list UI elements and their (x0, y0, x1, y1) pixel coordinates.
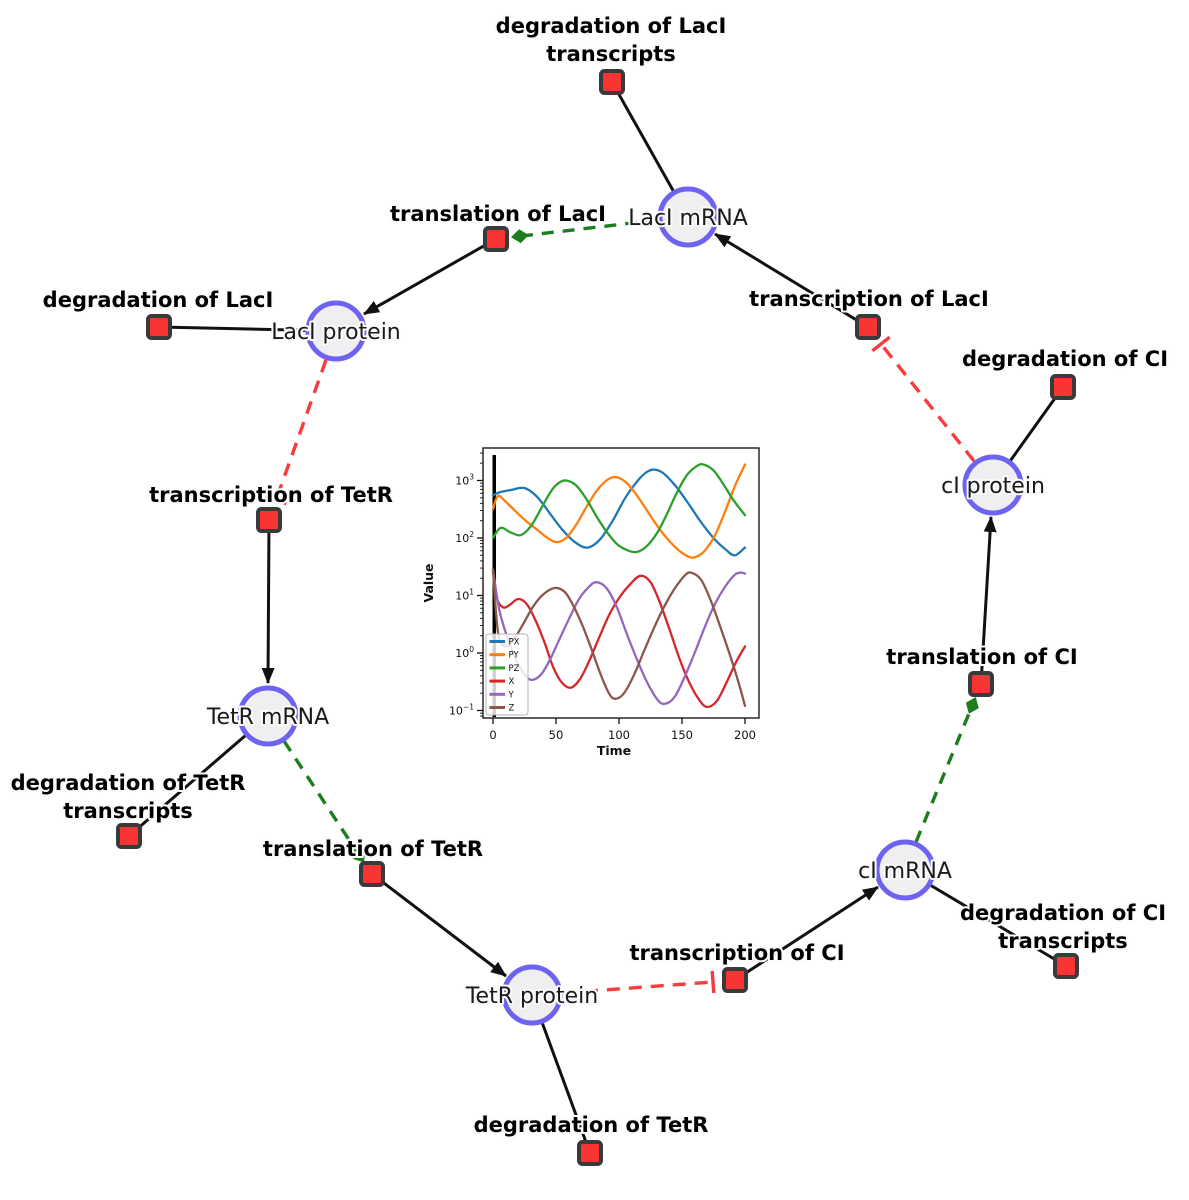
reaction-node-degradation-of-ci-transcripts (1053, 953, 1079, 979)
species-label-laci-mrna: LacI mRNA (628, 206, 748, 231)
consumption-edge (904, 868, 1067, 968)
reaction-node-degradation-of-ci (1050, 374, 1076, 400)
reaction-node-translation-of-laci (483, 226, 509, 252)
y-tick-label: 102 (455, 530, 474, 545)
production-edge (371, 872, 507, 978)
species-node-laci-mrna (657, 186, 719, 248)
y-tick-label: 100 (455, 645, 474, 660)
production-edge (363, 237, 497, 316)
species-node-laci-protein (305, 300, 367, 362)
series-curve-PZ (491, 462, 747, 554)
production-edge (979, 516, 997, 685)
reaction-node-transcription-of-laci (855, 314, 881, 340)
reaction-node-translation-of-tetr (359, 861, 385, 887)
legend-box (485, 633, 529, 716)
inhibition-edge (562, 980, 714, 995)
edges-layer (128, 81, 1067, 1154)
x-tick-label: 150 (671, 728, 693, 742)
species-label-ci-protein: cI protein (941, 474, 1045, 499)
time-series-plot: 0 50 100 150 200Time10310210110010−1ValuePXP… (421, 447, 760, 758)
series-curve-PY (491, 463, 747, 559)
species-node-tetr-protein (501, 964, 563, 1026)
reaction-label-degradation-of-laci: degradation of LacI (43, 288, 274, 312)
reaction-label-degradation-of-tetr: degradation of TetR (474, 1113, 709, 1137)
legend-label-PX: PX (509, 638, 520, 648)
y-axis-title: Value (421, 563, 436, 602)
production-edge (734, 885, 879, 982)
reaction-label-degradation-of-ci-transcripts: degradation of CI (960, 901, 1166, 925)
reaction-label-degradation-of-laci-transcripts: transcripts (546, 42, 676, 66)
production-edge (714, 232, 869, 329)
species-nodes-layer (237, 186, 1024, 1026)
plot-background (483, 448, 759, 718)
species-node-ci-mrna (874, 839, 936, 901)
species-node-tetr-mrna (237, 685, 299, 747)
reaction-label-translation-of-tetr: translation of TetR (263, 837, 483, 861)
modifier-edge (914, 697, 979, 843)
series-curve-X (491, 568, 747, 709)
reaction-label-transcription-of-ci: transcription of CI (629, 941, 844, 965)
reaction-label-degradation-of-ci: degradation of CI (962, 347, 1168, 371)
plot-legend: PX PY PZ XYZ (485, 633, 529, 716)
labels-layer: degradation of LacI transcripts translatio… (9, 12, 1170, 1139)
inhibition-edge (274, 359, 328, 501)
reaction-node-translation-of-ci (968, 671, 994, 697)
inhibition-tbar-icon (265, 494, 287, 506)
reaction-node-degradation-of-laci (146, 314, 172, 340)
y-tick-label: 103 (455, 473, 474, 488)
reaction-label-transcription-of-tetr: transcription of TetR (149, 483, 393, 507)
inhibition-edge (879, 342, 976, 463)
reaction-node-transcription-of-ci (722, 967, 748, 993)
reaction-nodes-layer (116, 69, 1079, 1166)
x-tick-label: 0 (489, 728, 496, 742)
x-tick-label: 200 (734, 728, 756, 742)
series-curve-Z (491, 568, 747, 708)
reaction-label-translation-of-laci: translation of LacI (390, 202, 606, 226)
series-curve-Y (491, 568, 747, 706)
reaction-label-transcription-of-laci: transcription of LacI (749, 287, 989, 311)
modifier-edge (511, 218, 659, 244)
x-tick-label: 100 (608, 728, 630, 742)
y-tick-label: 101 (455, 588, 474, 603)
reaction-node-transcription-of-tetr (256, 507, 282, 533)
production-edge (261, 519, 275, 684)
legend-label-Z: Z (509, 704, 515, 714)
series-curve-PX (491, 468, 747, 557)
reaction-node-degradation-of-tetr-transcripts (116, 823, 142, 849)
species-label-tetr-mrna: TetR mRNA (206, 705, 329, 730)
reaction-label-degradation-of-tetr-transcripts: transcripts (63, 799, 193, 823)
legend-label-PY: PY (509, 651, 520, 661)
legend-label-PZ: PZ (509, 664, 520, 674)
y-tick-label: 10−1 (449, 703, 474, 718)
species-label-ci-mrna: cI mRNA (858, 859, 952, 884)
x-tick-label: 50 (549, 728, 564, 742)
species-node-ci-protein (962, 454, 1024, 516)
modifier-edge (282, 740, 365, 863)
species-label-tetr-protein: TetR protein (465, 984, 598, 1009)
x-axis-title: Time (597, 743, 631, 758)
reaction-node-degradation-of-laci-transcripts (599, 69, 625, 95)
reaction-label-translation-of-ci: translation of CI (886, 645, 1077, 669)
reaction-node-degradation-of-tetr (577, 1140, 603, 1166)
inhibition-tbar-icon (710, 970, 716, 994)
reaction-label-degradation-of-laci-transcripts: degradation of LacI (496, 14, 727, 38)
consumption-edge (128, 714, 269, 838)
plot-frame (482, 447, 760, 719)
species-label-laci-protein: LacI protein (271, 320, 401, 345)
reaction-label-degradation-of-ci-transcripts: transcripts (998, 929, 1128, 953)
reaction-label-degradation-of-tetr-transcripts: degradation of TetR (11, 771, 246, 795)
inhibition-tbar-icon (871, 335, 891, 353)
legend-label-X: X (509, 677, 515, 687)
legend-label-Y: Y (508, 690, 515, 700)
